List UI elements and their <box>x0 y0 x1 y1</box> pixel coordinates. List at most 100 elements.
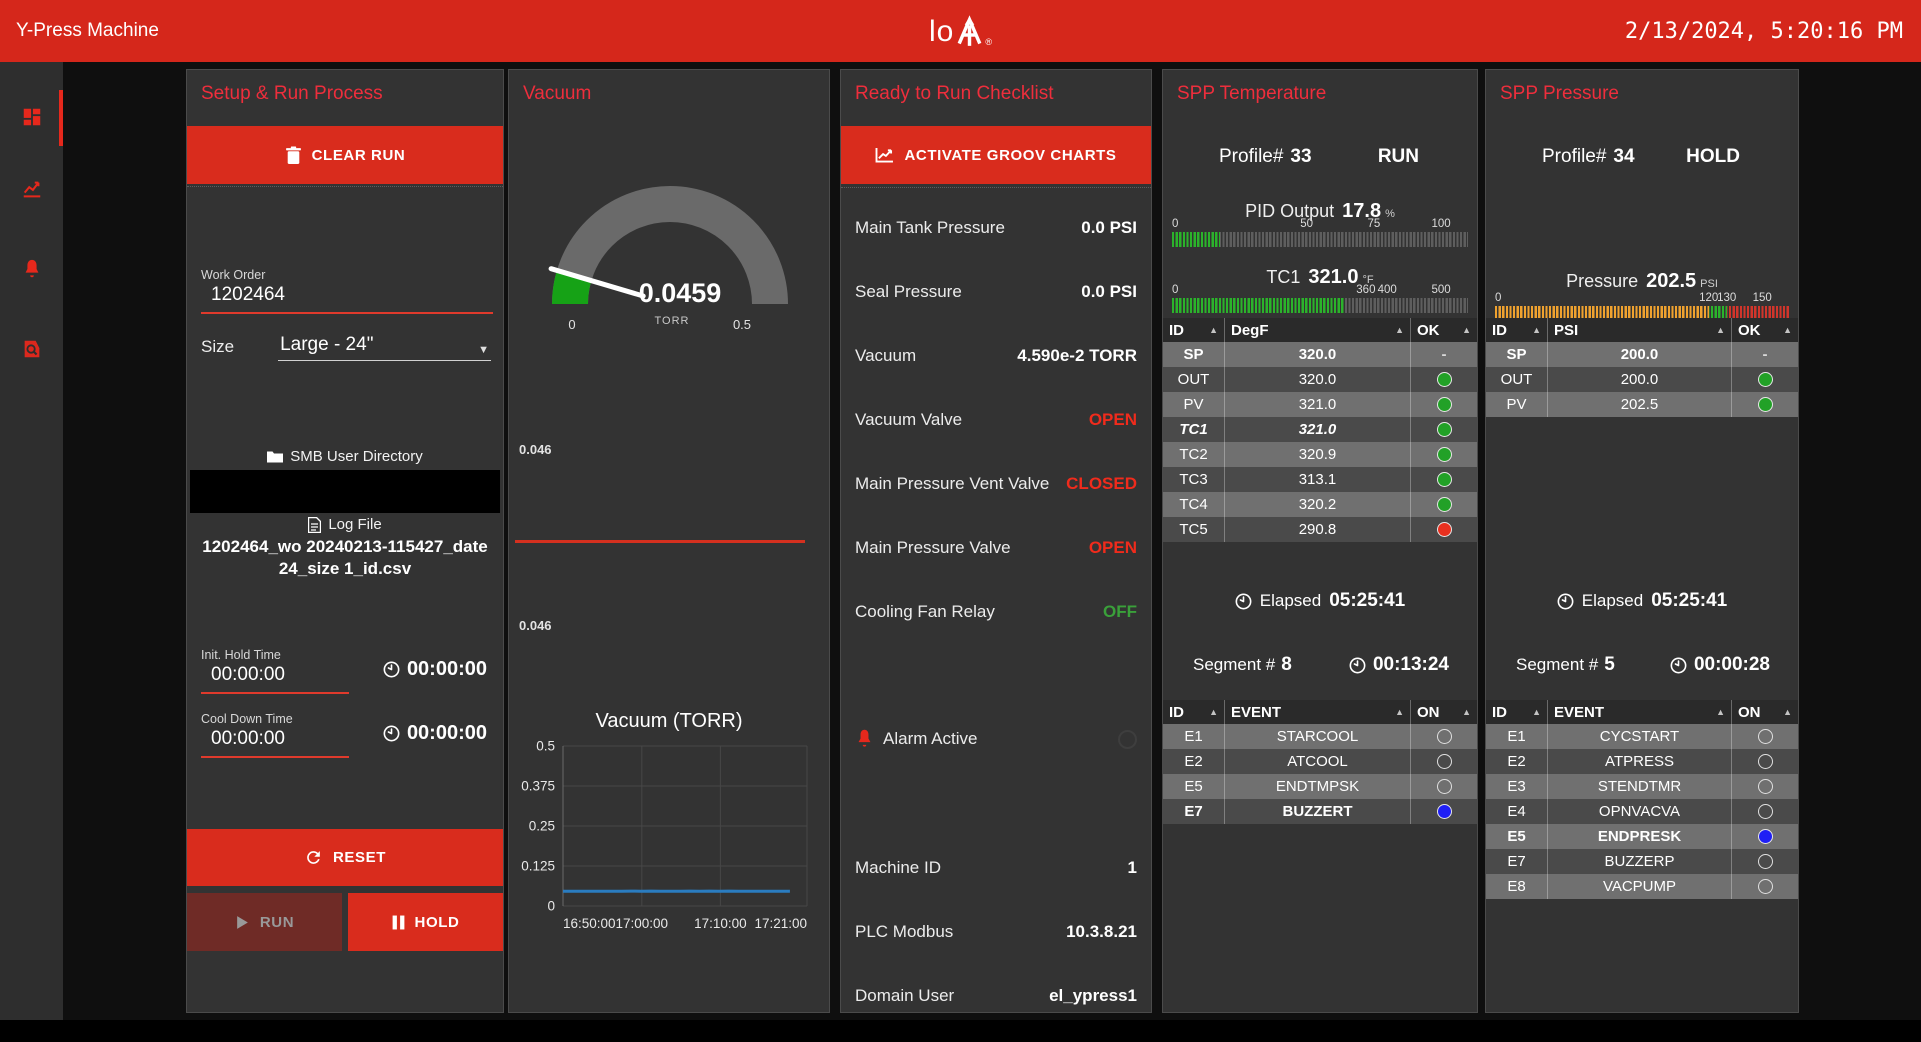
column-header-on[interactable]: ON ▲ <box>1732 700 1798 724</box>
panel-setup-run-process: Setup & Run Process CLEAR RUN Work Order… <box>186 69 504 1013</box>
svg-text:0.125: 0.125 <box>521 859 555 874</box>
run-button[interactable]: RUN <box>187 893 342 951</box>
scale-tick-label: 50 <box>1300 218 1314 230</box>
work-order-input[interactable]: 1202464 <box>201 282 493 314</box>
column-header-id[interactable]: ID ▲ <box>1163 700 1225 724</box>
row-value-cell: ENDPRESK <box>1548 824 1732 849</box>
status-led-off <box>1757 804 1773 819</box>
row-id-cell: E5 <box>1486 824 1548 849</box>
column-header-id[interactable]: ID ▲ <box>1486 700 1548 724</box>
status-led-off <box>1757 754 1773 769</box>
status-led-green <box>1436 472 1452 487</box>
file-icon <box>308 516 322 533</box>
log-file-row: Log File <box>187 516 503 533</box>
smb-directory-label: SMB User Directory <box>290 448 423 465</box>
row-status-cell <box>1732 849 1798 874</box>
gauge-value: 0.0459 <box>639 278 722 308</box>
gauge-min: 0 <box>568 317 575 332</box>
smb-directory-value-redacted <box>190 470 500 513</box>
pressure-bargauge: 0 120 130 150 <box>1495 292 1789 324</box>
activate-groov-charts-button[interactable]: ACTIVATE GROOV CHARTS <box>841 126 1151 184</box>
sidebar-item-logs[interactable] <box>0 320 63 378</box>
reset-button[interactable]: RESET <box>187 829 503 886</box>
dashboard-grid-icon <box>23 108 40 126</box>
column-header-degf[interactable]: DegF ▲ <box>1225 318 1411 342</box>
row-value-cell: BUZZERT <box>1225 799 1411 824</box>
segment-time: 00:00:28 <box>1693 654 1770 675</box>
scale-tick-label: 0 <box>1172 284 1179 296</box>
row-id-cell: TC5 <box>1163 517 1225 542</box>
init-hold-input[interactable]: 00:00:00 <box>201 662 349 694</box>
refresh-icon <box>307 851 320 864</box>
panel-title: Ready to Run Checklist <box>855 83 1054 104</box>
cool-down-input[interactable]: 00:00:00 <box>201 726 349 758</box>
checklist-value: 0.0 PSI <box>1081 218 1137 237</box>
column-header-id[interactable]: ID ▲ <box>1486 318 1548 342</box>
row-id-cell: E4 <box>1486 799 1548 824</box>
pressure-elapsed-row: Elapsed 05:25:41 <box>1486 590 1798 612</box>
row-value-cell: 290.8 <box>1225 517 1411 542</box>
cool-down-field[interactable]: Cool Down Time 00:00:00 <box>201 712 349 758</box>
bell-icon <box>25 259 38 278</box>
sort-arrow-icon: ▲ <box>1395 325 1404 335</box>
scale-tick-label: 0 <box>1495 292 1502 304</box>
checklist-value: OFF <box>1103 602 1137 621</box>
row-status-cell <box>1732 749 1798 774</box>
init-hold-field[interactable]: Init. Hold Time 00:00:00 <box>201 648 349 694</box>
row-status-cell: - <box>1732 342 1798 367</box>
work-order-field[interactable]: Work Order 1202464 <box>201 268 493 314</box>
pressure-segment-row: Segment # 5 00:00:28 <box>1516 654 1770 676</box>
checklist-label: Domain User <box>855 986 955 1005</box>
status-dash: - <box>1441 346 1447 363</box>
clock-icon <box>1235 593 1252 609</box>
sidebar-item-alarms[interactable] <box>0 240 63 298</box>
checklist-label: PLC Modbus <box>855 922 954 941</box>
sort-arrow-icon: ▲ <box>1716 707 1725 717</box>
size-label: Size <box>201 337 235 356</box>
column-header-event[interactable]: EVENT ▲ <box>1225 700 1411 724</box>
row-id-cell: TC1 <box>1163 417 1225 442</box>
row-id-cell: PV <box>1486 392 1548 417</box>
panel-title: Vacuum <box>523 83 592 104</box>
scale-tick-label: 150 <box>1752 292 1772 304</box>
spacer <box>855 658 1137 722</box>
tc1-bargauge: 0 360 400 500 <box>1172 284 1468 316</box>
size-dropdown[interactable]: Large - 24" ▼ <box>278 334 491 361</box>
row-value-cell: ENDTMPSK <box>1225 774 1411 799</box>
column-header-on[interactable]: ON ▲ <box>1411 700 1477 724</box>
column-header-ok[interactable]: OK ▲ <box>1732 318 1798 342</box>
chart-icon <box>876 147 894 163</box>
report-search-icon <box>24 340 39 358</box>
hold-button[interactable]: HOLD <box>348 893 503 951</box>
column-header-id[interactable]: ID ▲ <box>1163 318 1225 342</box>
column-header-ok[interactable]: OK ▲ <box>1411 318 1477 342</box>
row-id-cell: OUT <box>1486 367 1548 392</box>
level-indicator-line <box>515 540 805 543</box>
status-led-green <box>1436 372 1452 387</box>
svg-text:16:50:00: 16:50:00 <box>563 916 616 931</box>
column-header-psi[interactable]: PSI ▲ <box>1548 318 1732 342</box>
cool-down-elapsed: 00:00:00 <box>383 722 487 745</box>
row-id-cell: E2 <box>1486 749 1548 774</box>
level-max-value: 0.046 <box>519 442 552 457</box>
pid-output-label: PID Output 17.8% <box>1245 200 1395 222</box>
row-status-cell <box>1411 724 1477 749</box>
row-status-cell <box>1411 799 1477 824</box>
checklist-row: Vacuum 4.590e-2 TORR <box>855 338 1137 402</box>
temperature-table: ID ▲ DegF ▲ OK ▲ SP 320.0 - OUT 320.0 PV 321.0 TC1 321… <box>1163 318 1477 542</box>
y-press-dashboard: Y-Press Machine lo ® 2/13/2024, 5:20:16 … <box>0 0 1921 1020</box>
clear-run-button[interactable]: CLEAR RUN <box>187 126 503 184</box>
row-value-cell: 320.0 <box>1225 342 1411 367</box>
column-header-event[interactable]: EVENT ▲ <box>1548 700 1732 724</box>
pid-output-value: 17.8 <box>1342 200 1382 222</box>
pressure-profile-row: Profile# 34 HOLD <box>1542 146 1740 168</box>
spacer <box>855 786 1137 850</box>
segmented-bar <box>1172 298 1468 313</box>
sidebar-item-dashboard[interactable] <box>0 88 63 146</box>
row-id-cell: PV <box>1163 392 1225 417</box>
row-value-cell: 313.1 <box>1225 467 1411 492</box>
sidebar-nav <box>0 62 63 1020</box>
row-value-cell: 321.0 <box>1225 417 1411 442</box>
sidebar-item-trends[interactable] <box>0 160 63 218</box>
scale-tick-label: 360 <box>1356 284 1376 296</box>
